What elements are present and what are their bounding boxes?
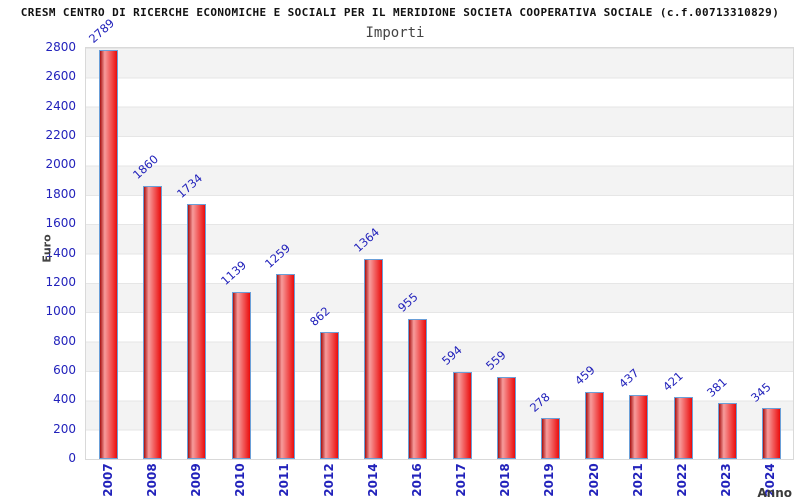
bar-2019 [540,418,560,459]
x-tick-label: 2019 [542,463,557,497]
x-tick-label: 2017 [454,463,469,497]
x-axis-title: Anno [757,486,792,500]
y-tick-label: 2000 [45,157,76,172]
x-tick-label: 2009 [188,463,203,497]
x-tick-label: 2012 [321,463,336,497]
x-tick-label: 2014 [365,463,380,497]
y-tick-label: 200 [53,421,76,436]
bar-2010 [231,291,251,459]
x-tick-label: 2022 [675,463,690,497]
y-tick-label: 2200 [45,128,76,143]
y-tick-label: 400 [53,392,76,407]
y-tick-label: 1400 [45,245,76,260]
y-tick-label: 1000 [45,304,76,319]
bar-value-label: 421 [659,368,686,394]
bar-value-label: 862 [306,303,333,329]
bar-value-label: 437 [615,366,642,392]
y-tick-label: 2800 [45,40,76,54]
bar-value-label: 459 [571,362,598,389]
x-tick-label: 2020 [586,463,601,497]
x-tick-label: 2018 [498,463,513,497]
bar-2016 [408,318,428,459]
bar-value-label: 1734 [173,170,206,201]
y-tick-label: 2600 [45,69,76,84]
bar-value-label: 381 [704,374,730,400]
bar-value-label: 1364 [350,225,382,256]
x-tick-label: 2008 [144,463,159,497]
bar-value-label: 559 [483,348,509,374]
y-tick-label: 0 [68,451,76,465]
y-tick-label: 1200 [45,274,76,289]
plot-area: 2789 1860 1734 1139 1259 862 1364 955 594 559 278 4… [85,16,794,460]
chart-main-title: CRESM CENTRO DI RICERCHE ECONOMICHE E SO… [20,6,780,19]
y-tick-label: 2400 [45,98,76,113]
bar-2012 [320,332,340,459]
bar-2009 [187,204,207,459]
bar-2008 [143,185,163,459]
x-tick-label: 2010 [233,463,248,497]
bar-value-label: 594 [439,343,465,369]
bar-2014 [364,258,384,459]
bar-2023 [717,403,737,459]
bar-value-label: 278 [527,389,554,415]
y-axis-tick-labels: 0 200 400 600 800 1000 1200 1400 1600 1800 2000 220… [0,41,76,464]
x-tick-label: 2021 [630,463,645,497]
bar-2024 [761,408,781,459]
x-tick-label: 2023 [719,463,734,497]
y-tick-label: 600 [53,362,76,377]
y-tick-label: 1600 [45,216,76,231]
bar-2007 [99,49,119,459]
x-tick-label: 2016 [409,463,424,497]
bar-2011 [275,274,295,459]
bar-value-label: 955 [394,290,421,316]
y-tick-label: 1800 [45,186,76,201]
x-tick-label: 2011 [277,463,292,497]
bar-value-label: 1139 [218,258,250,289]
bar-2020 [585,391,605,459]
bar-2022 [673,397,693,459]
bar-value-label: 1860 [129,152,161,183]
y-tick-label: 800 [53,333,76,348]
x-tick-label: 2007 [100,463,115,497]
bar-2021 [629,394,649,459]
y-axis-title: Euro [40,234,54,263]
bar-2017 [452,371,472,459]
bar-value-label: 1259 [262,240,294,271]
chart-subtitle: Importi [365,25,425,41]
bar-value-label: 345 [748,379,775,405]
bar-2018 [496,376,516,459]
